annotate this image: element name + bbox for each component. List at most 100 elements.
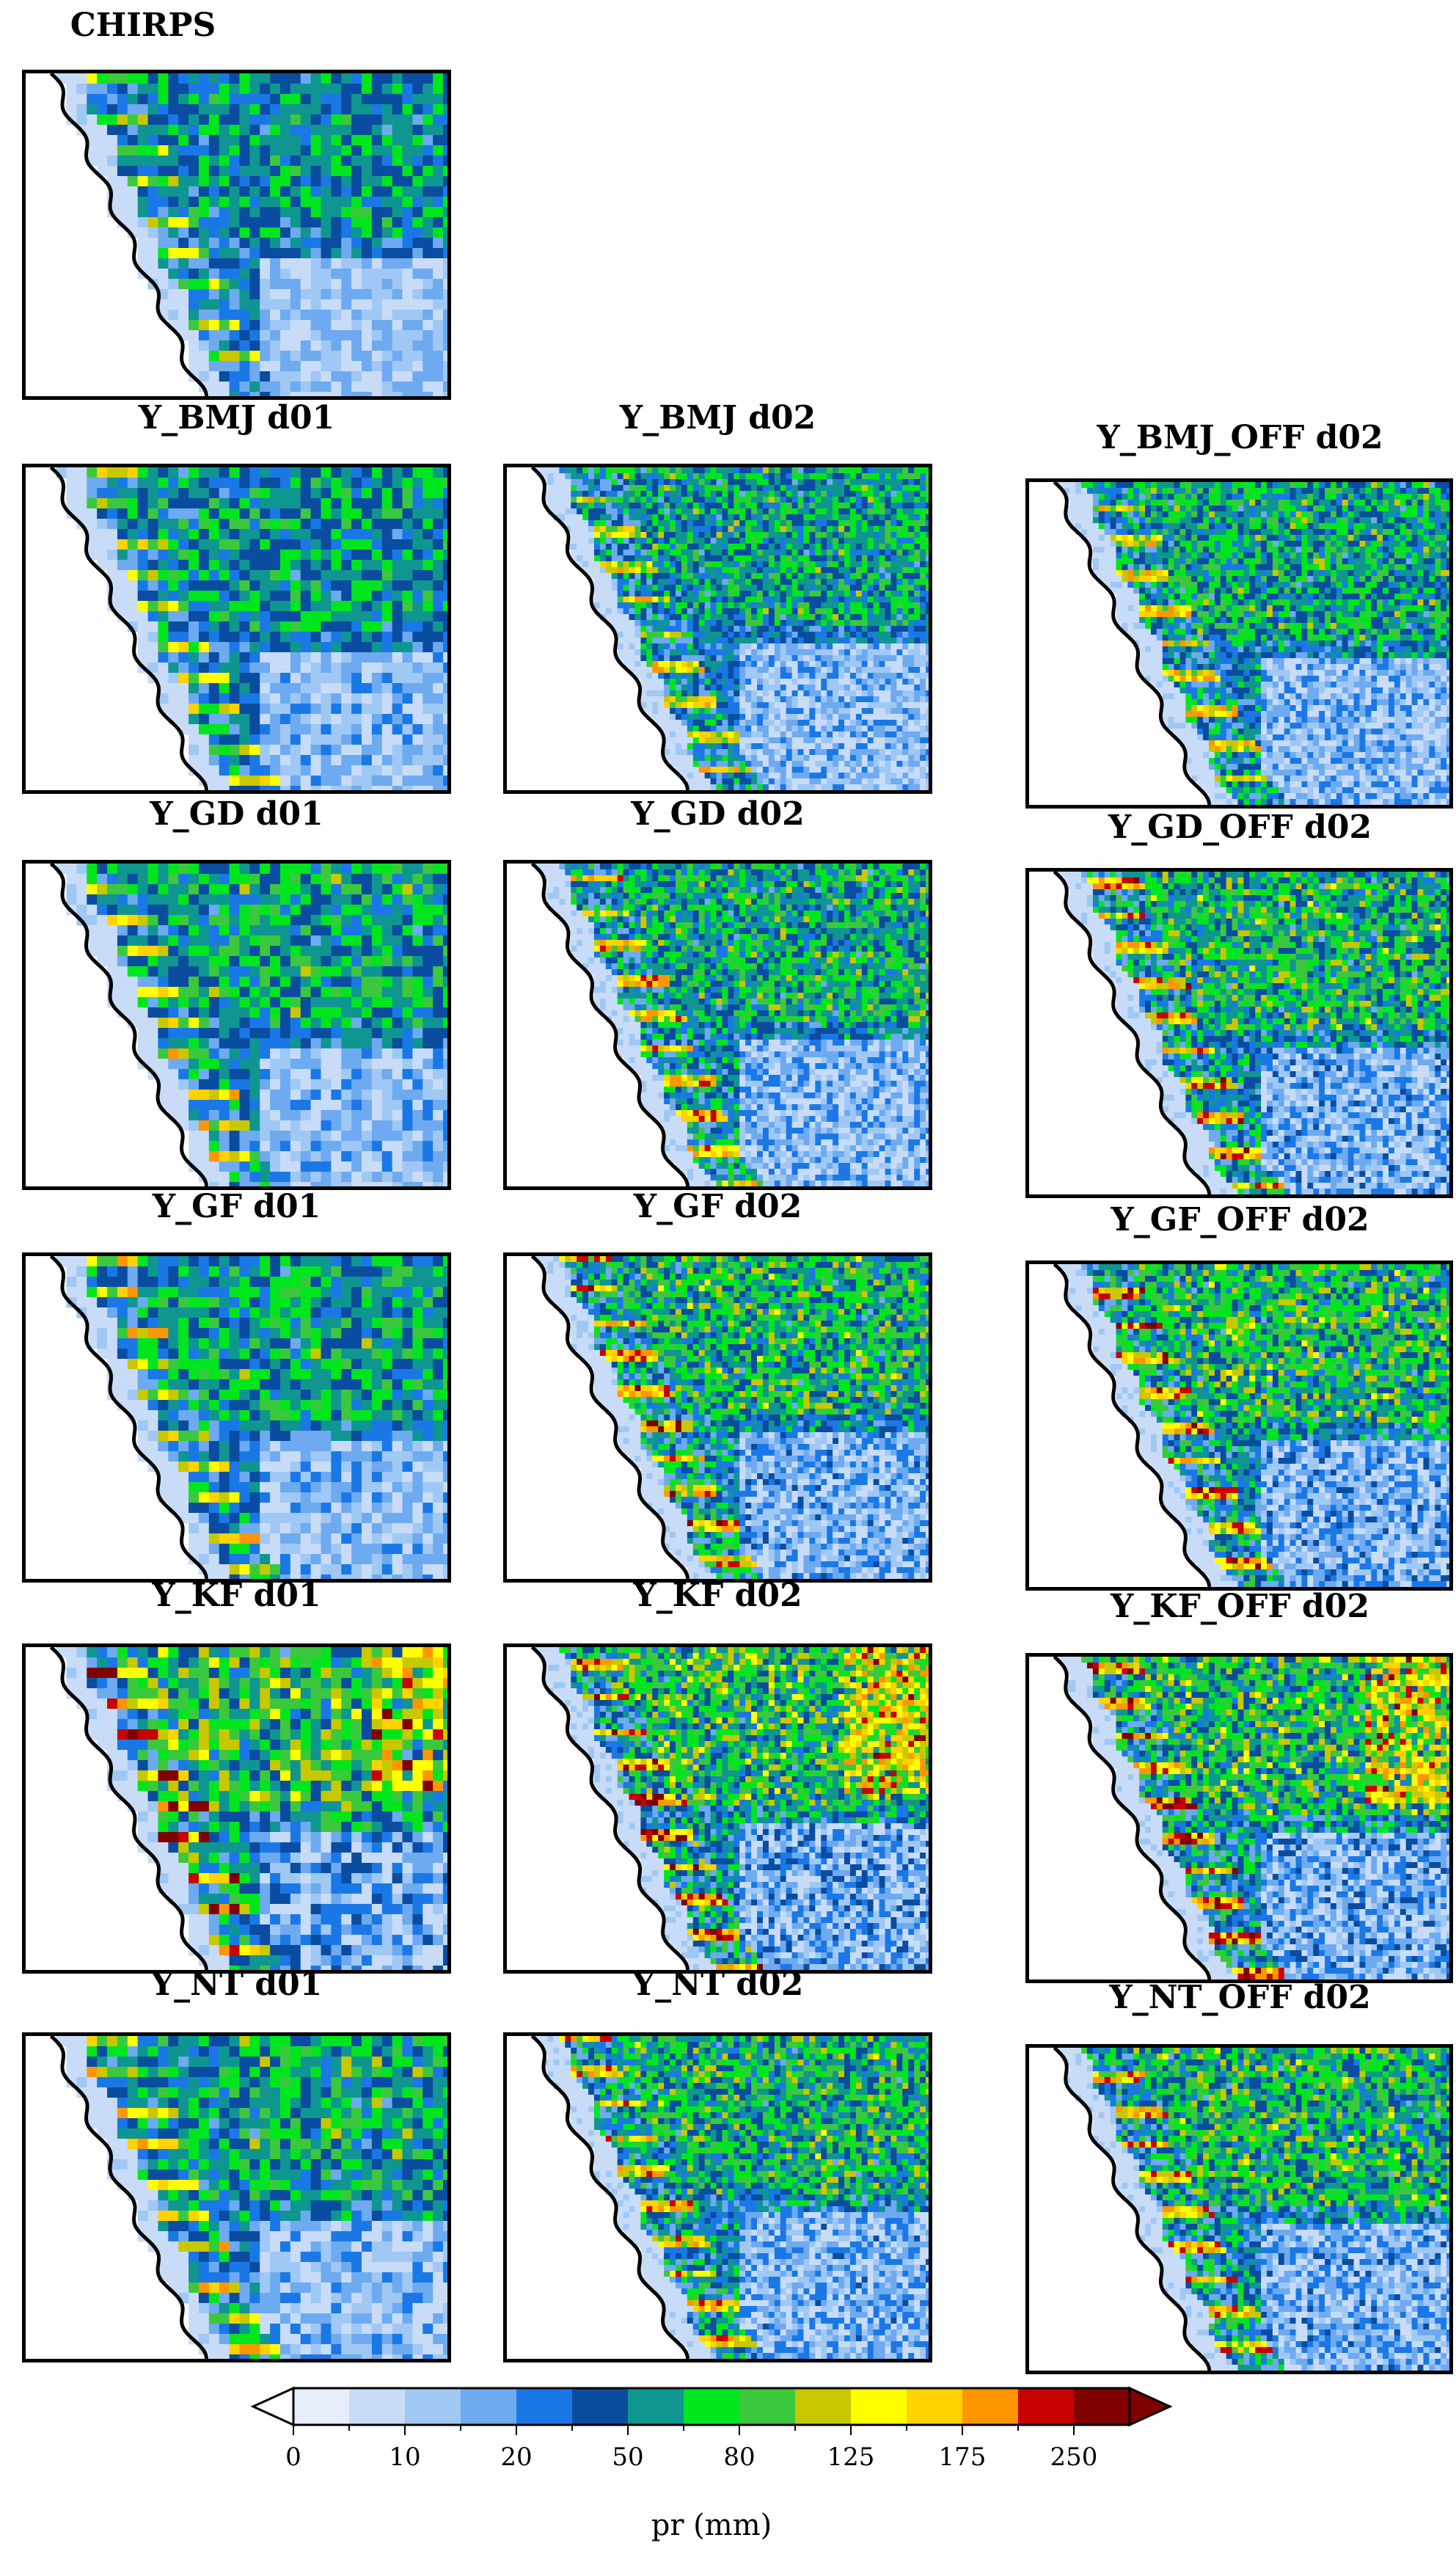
panel-y-nt-d02: Y_NT d02 xyxy=(503,1966,932,2366)
colorbar-swatch xyxy=(795,2388,852,2425)
colorbar-tick-label: 125 xyxy=(827,2442,875,2472)
panel-title: Y_NT_OFF d02 xyxy=(1025,1980,1455,2016)
coastline xyxy=(49,467,209,790)
precip-map xyxy=(22,1643,451,1974)
colorbar-tick-label: 10 xyxy=(389,2442,420,2472)
coastline xyxy=(1053,1657,1212,1980)
colorbar-swatch xyxy=(628,2388,684,2425)
coastline xyxy=(530,2036,690,2359)
panel-y-bmj-d01: Y_BMJ d01 xyxy=(22,400,451,796)
precip-field xyxy=(49,1256,447,1579)
panel-title: Y_GD d02 xyxy=(503,796,932,833)
precip-map xyxy=(503,1643,932,1974)
precip-map xyxy=(503,2032,932,2362)
coastline xyxy=(1053,1264,1212,1587)
precip-map xyxy=(22,70,451,400)
precip-map xyxy=(22,1252,451,1583)
panel-title: Y_KF d01 xyxy=(22,1577,451,1614)
precip-field xyxy=(1053,2048,1449,2371)
colorbar-swatch xyxy=(516,2388,573,2425)
precip-field xyxy=(530,864,929,1186)
precip-map xyxy=(1025,2044,1453,2374)
precip-field xyxy=(49,2036,447,2359)
panel-y-bmj-off-d02: Y_BMJ_OFF d02 xyxy=(1025,420,1455,812)
coastline xyxy=(1053,2048,1212,2371)
precip-field xyxy=(530,2036,929,2359)
colorbar-tick-label: 250 xyxy=(1050,2442,1098,2472)
precip-field xyxy=(1053,1264,1449,1587)
colorbar-swatch xyxy=(349,2388,406,2425)
panel-y-gd-d02: Y_GD d02 xyxy=(503,796,932,1192)
precip-field xyxy=(530,1256,929,1579)
precip-map xyxy=(1025,868,1453,1198)
colorbar-swatch xyxy=(293,2388,350,2425)
colorbar-graphic: 0 10 20 50 80 125 175 250 pr (mm) xyxy=(250,2386,1173,2542)
panel-y-gf-off-d02: Y_GF_OFF d02 xyxy=(1025,1202,1455,1594)
coastline xyxy=(49,2036,209,2359)
coastline xyxy=(530,1647,690,1970)
coastline xyxy=(1053,482,1212,805)
colorbar-swatch xyxy=(684,2388,740,2425)
colorbar-tick-label: 20 xyxy=(500,2442,532,2472)
panel-title: Y_NT d02 xyxy=(503,1966,932,2003)
coastline xyxy=(49,73,209,396)
panel-title: Y_KF d02 xyxy=(503,1577,932,1614)
colorbar-tick-label: 80 xyxy=(723,2442,755,2472)
panel-y-kf-d02: Y_KF d02 xyxy=(503,1577,932,1977)
panel-title: Y_GF d01 xyxy=(22,1189,451,1225)
precip-field xyxy=(49,73,447,396)
panel-y-nt-off-d02: Y_NT_OFF d02 xyxy=(1025,1980,1455,2376)
precip-map xyxy=(503,464,932,794)
precip-field xyxy=(1053,872,1449,1194)
colorbar-under-arrow xyxy=(250,2386,295,2427)
precip-field xyxy=(530,1647,929,1970)
colorbar-swatch xyxy=(572,2388,629,2425)
precip-map xyxy=(1025,478,1453,809)
precip-field xyxy=(49,467,447,790)
panel-title: Y_GF_OFF d02 xyxy=(1025,1202,1455,1238)
precip-field xyxy=(1053,482,1449,805)
precip-map xyxy=(503,860,932,1190)
coastline xyxy=(530,864,690,1186)
precip-field xyxy=(49,1647,447,1970)
coastline xyxy=(49,864,209,1186)
colorbar-swatch xyxy=(962,2388,1019,2425)
coastline xyxy=(530,467,690,790)
panel-y-kf-off-d02: Y_KF_OFF d02 xyxy=(1025,1588,1455,1985)
panel-title: Y_GD d01 xyxy=(22,796,451,833)
precip-map xyxy=(22,2032,451,2362)
coastline xyxy=(1053,872,1212,1194)
precip-field xyxy=(530,467,929,790)
colorbar-swatch xyxy=(1018,2388,1075,2425)
coastline xyxy=(530,1256,690,1579)
coastline xyxy=(49,1256,209,1579)
precip-map xyxy=(1025,1260,1453,1591)
panel-title: Y_BMJ d02 xyxy=(503,400,932,437)
panel-title: Y_BMJ_OFF d02 xyxy=(1025,420,1455,456)
panel-y-gf-d01: Y_GF d01 xyxy=(22,1189,451,1585)
colorbar-swatch xyxy=(907,2388,963,2425)
colorbar-swatch xyxy=(851,2388,907,2425)
precip-map xyxy=(503,1252,932,1583)
precip-map xyxy=(22,464,451,794)
coastline xyxy=(49,1647,209,1970)
panel-title: Y_NT d01 xyxy=(22,1966,451,2003)
colorbar-swatch xyxy=(1074,2388,1130,2425)
precip-field xyxy=(49,864,447,1186)
panel-y-gd-d01: Y_GD d01 xyxy=(22,796,451,1192)
precip-map xyxy=(22,860,451,1190)
panel-title: Y_BMJ d01 xyxy=(22,400,451,437)
panel-title: CHIRPS xyxy=(22,7,264,44)
colorbar-swatch xyxy=(405,2388,461,2425)
panel-y-nt-d01: Y_NT d01 xyxy=(22,1966,451,2366)
panel-y-gf-d02: Y_GF d02 xyxy=(503,1189,932,1585)
colorbar-swatch xyxy=(461,2388,517,2425)
colorbar-tick-label: 0 xyxy=(285,2442,301,2472)
colorbar-tick-label: 175 xyxy=(939,2442,987,2472)
precip-map xyxy=(1025,1653,1453,1983)
panel-y-gd-off-d02: Y_GD_OFF d02 xyxy=(1025,809,1455,1202)
panel-title: Y_GF d02 xyxy=(503,1189,932,1225)
colorbar-swatch xyxy=(739,2388,796,2425)
colorbar: 0 10 20 50 80 125 175 250 pr (mm) xyxy=(249,2377,1174,2568)
panel-title: Y_KF_OFF d02 xyxy=(1025,1588,1455,1625)
